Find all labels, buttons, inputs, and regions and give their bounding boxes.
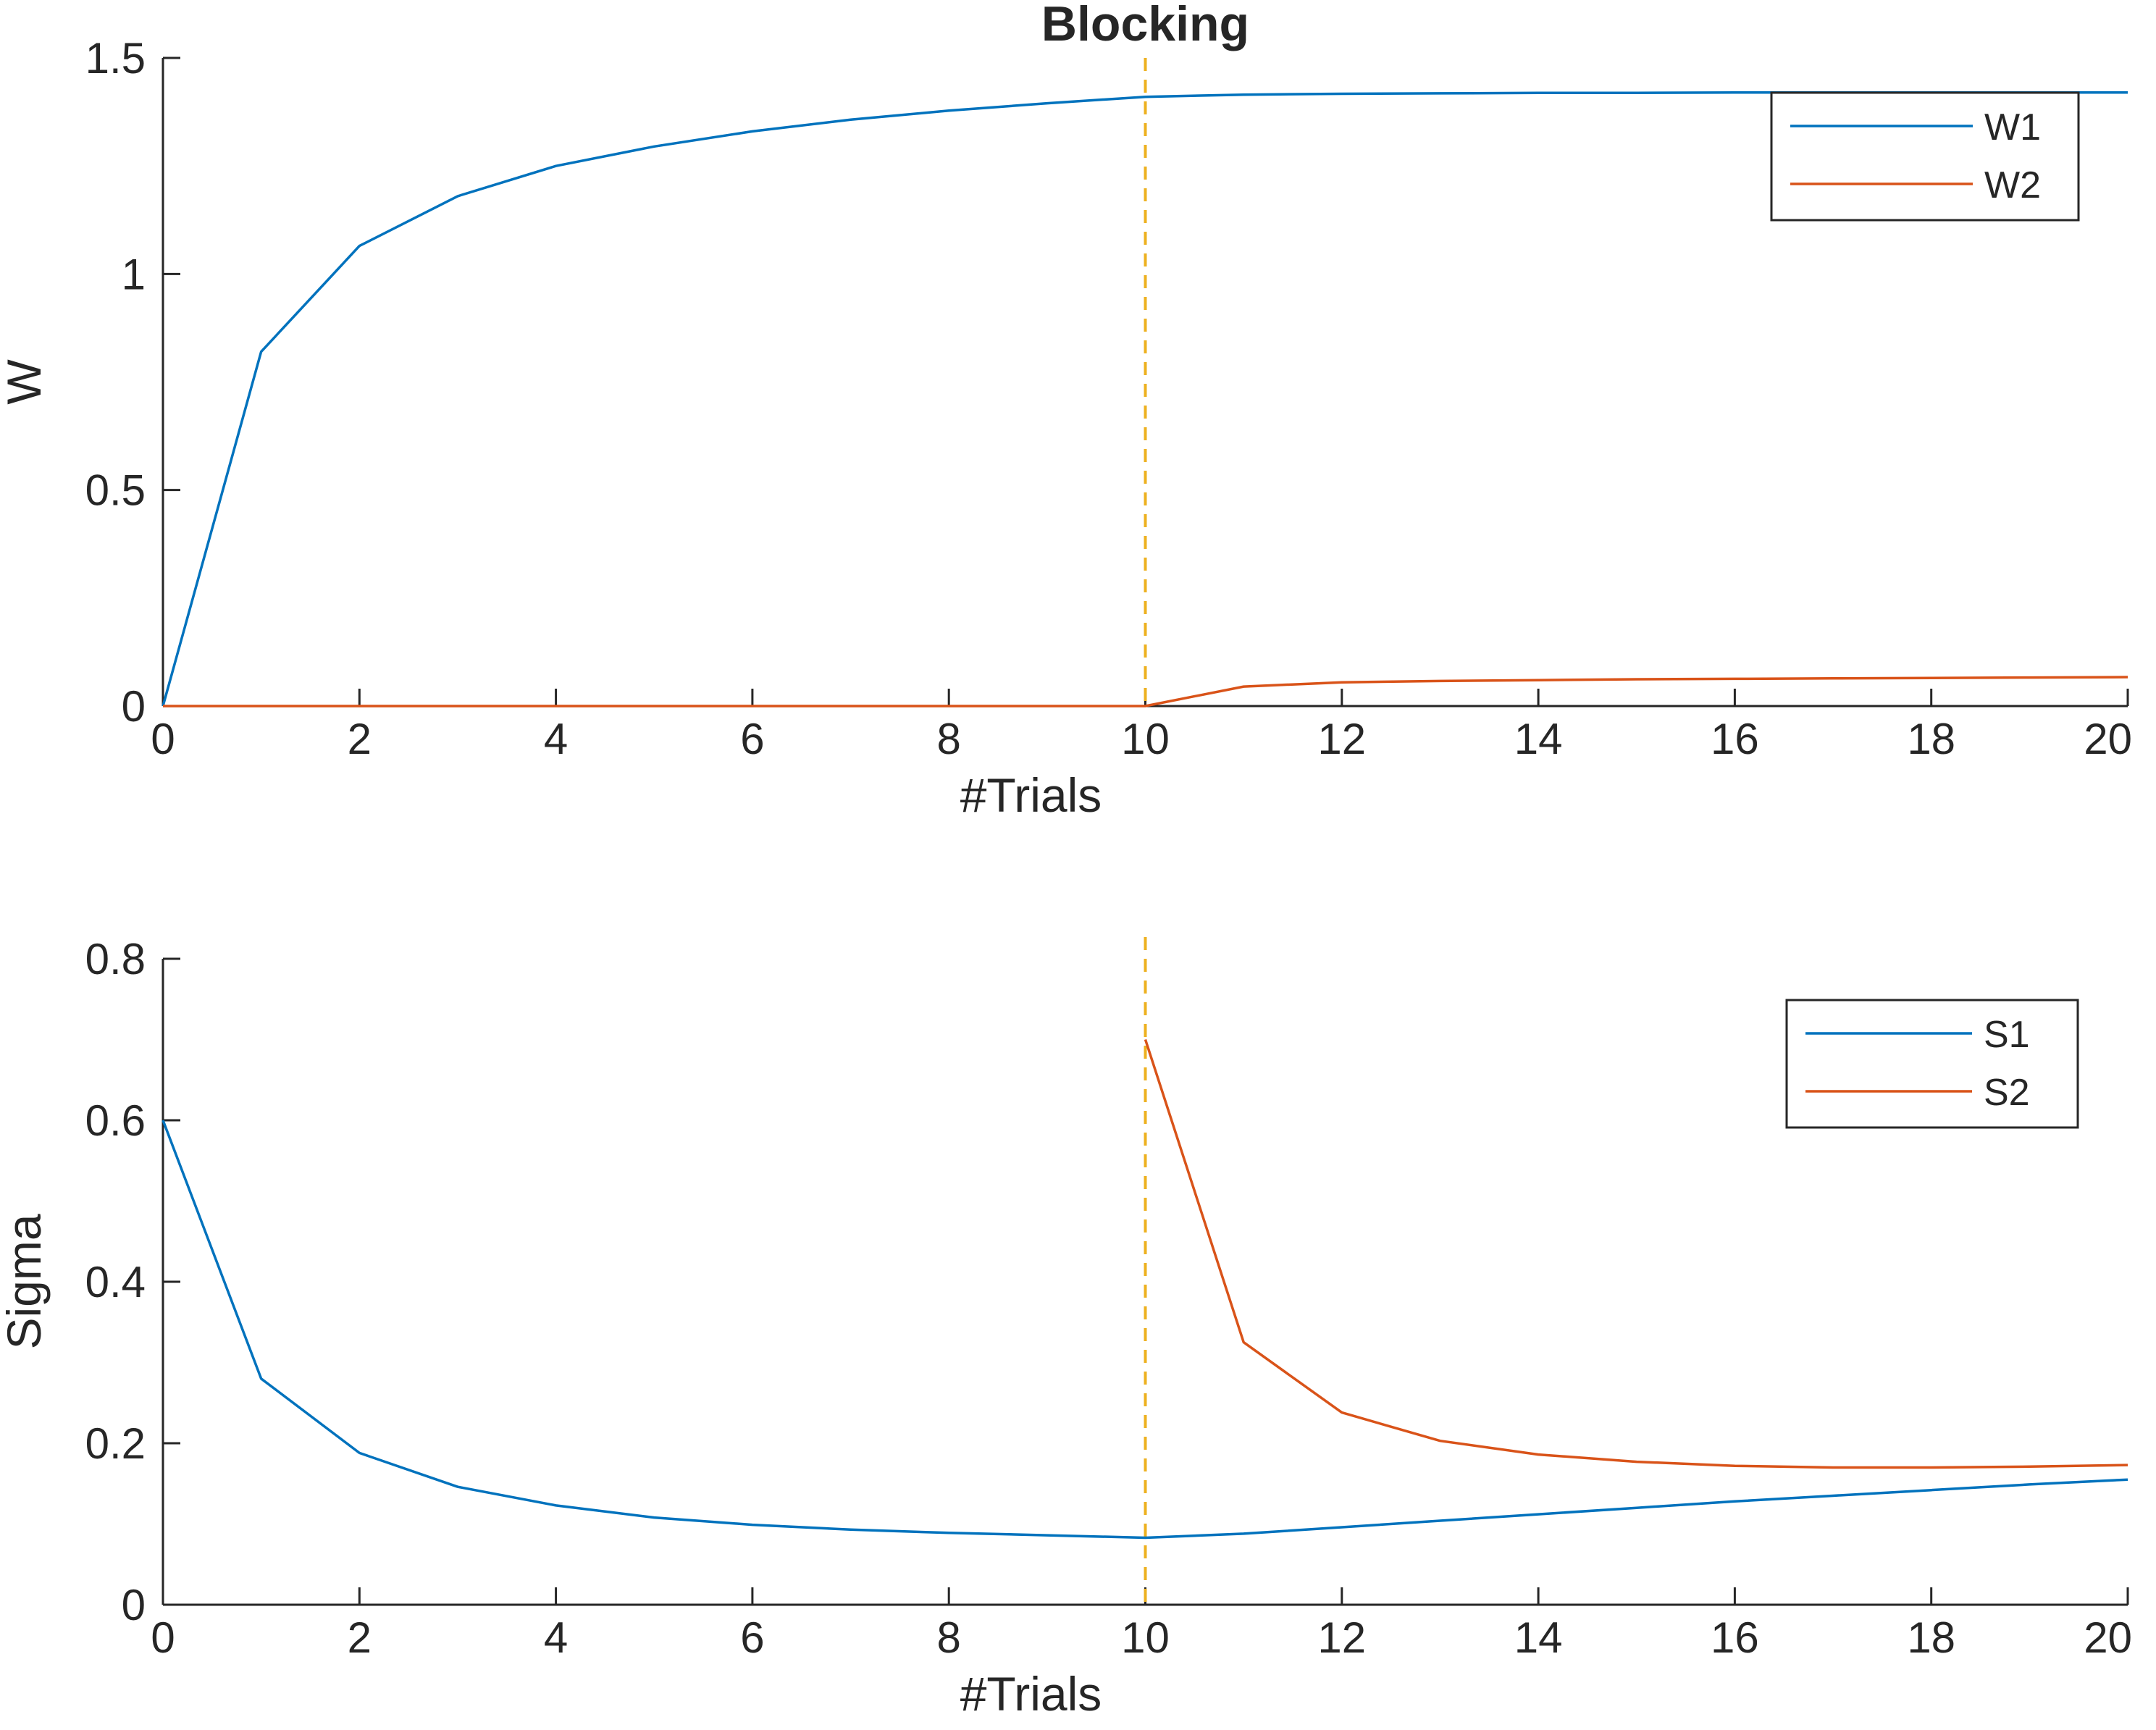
x-tick-label: 2	[348, 715, 372, 763]
y-tick-label: 0.6	[85, 1096, 146, 1145]
series-line-w2	[163, 676, 2128, 707]
legend-label-w2: W2	[1984, 164, 2041, 206]
x-tick-label: 6	[740, 1613, 764, 1662]
x-tick-label: 20	[2084, 715, 2132, 763]
y-tick-label: 0	[122, 682, 146, 731]
legend-box	[1770, 91, 2080, 222]
weights-panel: 0 2 4 6 8 10 12 14 16 18 20 0 0.5 1 1.5 #Trials W Blockin…	[0, 0, 2132, 822]
x-axis-title: #Trials	[960, 768, 1102, 822]
legend-label-w1: W1	[1984, 106, 2041, 148]
y-tick-label: 0	[122, 1581, 146, 1629]
x-tick-label: 12	[1317, 1613, 1366, 1662]
y-tick-label: 1	[122, 250, 146, 298]
x-tick-label: 4	[544, 715, 568, 763]
x-tick-label: 2	[348, 1613, 372, 1662]
x-tick-label: 12	[1317, 715, 1366, 763]
legend-label-s1: S1	[1984, 1014, 2030, 1056]
x-tick-label: 10	[1121, 1613, 1170, 1662]
y-tick-label: 0.5	[85, 466, 146, 515]
legend-box	[1785, 999, 2079, 1129]
x-tick-label: 8	[937, 715, 961, 763]
legend-label-s2: S2	[1984, 1072, 2030, 1114]
x-tick-label: 14	[1514, 715, 1563, 763]
x-tick-label: 6	[740, 715, 764, 763]
x-tick-label: 14	[1514, 1613, 1563, 1662]
y-tick-label: 1.5	[85, 34, 146, 83]
x-tick-label: 8	[937, 1613, 961, 1662]
x-tick-label: 10	[1121, 715, 1170, 763]
chart-title: Blocking	[1041, 0, 1249, 51]
x-tick-label: 18	[1907, 715, 1955, 763]
y-axis-title: Sigma	[0, 1214, 51, 1349]
y-tick-label: 0.4	[85, 1258, 146, 1306]
x-tick-label: 4	[544, 1613, 568, 1662]
y-tick-label: 0.8	[85, 935, 146, 983]
x-tick-label: 0	[151, 715, 175, 763]
x-tick-label: 0	[151, 1613, 175, 1662]
x-tick-label: 16	[1711, 1613, 1759, 1662]
x-axis-title: #Trials	[960, 1667, 1102, 1721]
series-line-s1	[162, 1120, 2128, 1540]
series-line-s2	[1144, 1038, 2128, 1469]
y-tick-label: 0.2	[85, 1419, 146, 1468]
sigma-panel: 0 2 4 6 8 10 12 14 16 18 20 0 0.2 0.4 0.6 0.8 #Trials Sig…	[0, 935, 2132, 1721]
x-tick-label: 18	[1907, 1613, 1955, 1662]
x-tick-label: 16	[1711, 715, 1759, 763]
x-tick-label: 20	[2084, 1613, 2132, 1662]
y-axis-title: W	[0, 359, 51, 405]
